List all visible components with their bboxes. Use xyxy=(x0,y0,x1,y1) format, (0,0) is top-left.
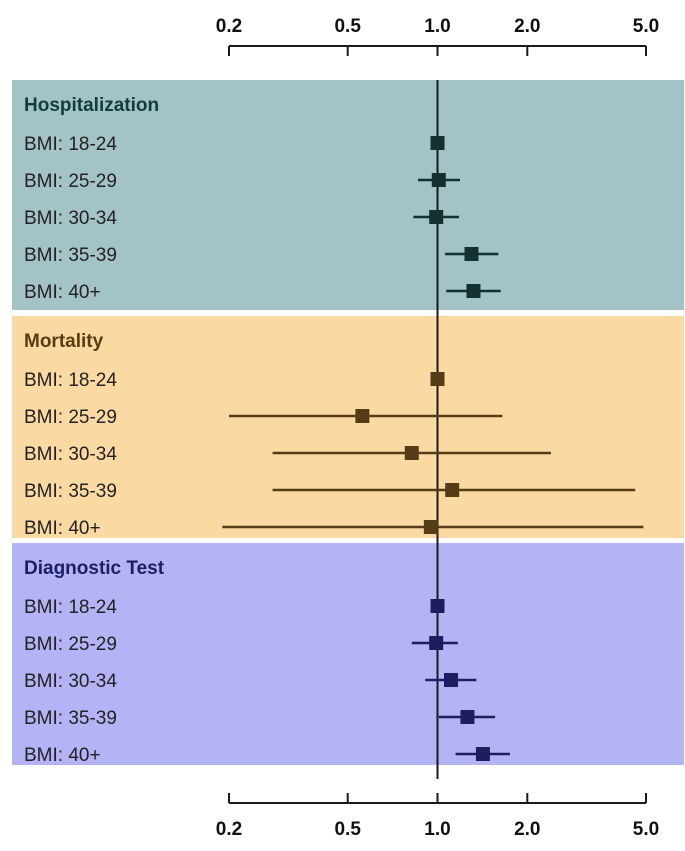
row-label-1-2: BMI: 30-34 xyxy=(24,444,117,465)
row-label-2-0: BMI: 18-24 xyxy=(24,597,117,618)
estimate-marker-1-3 xyxy=(445,483,460,497)
estimate-marker-0-2 xyxy=(429,210,444,224)
x-tick-label-bottom-2: 1.0 xyxy=(424,819,450,840)
group-title-0: Hospitalization xyxy=(24,95,159,116)
group-title-1: Mortality xyxy=(24,331,104,352)
group-title-2: Diagnostic Test xyxy=(24,558,165,579)
estimate-marker-1-2 xyxy=(404,446,419,460)
x-tick-label-top-3: 2.0 xyxy=(514,16,540,37)
estimate-marker-1-0 xyxy=(430,372,445,386)
estimate-marker-1-1 xyxy=(355,409,370,423)
estimate-marker-0-1 xyxy=(431,173,446,187)
row-label-1-1: BMI: 25-29 xyxy=(24,407,117,428)
group-panel-1 xyxy=(12,316,684,538)
x-tick-label-top-4: 5.0 xyxy=(633,16,659,37)
row-label-1-0: BMI: 18-24 xyxy=(24,370,117,391)
row-label-2-4: BMI: 40+ xyxy=(24,745,101,766)
x-tick-label-bottom-1: 0.5 xyxy=(334,819,361,840)
row-label-0-1: BMI: 25-29 xyxy=(24,171,117,192)
estimate-marker-2-3 xyxy=(460,710,475,724)
row-label-0-2: BMI: 30-34 xyxy=(24,208,117,229)
x-tick-label-top-2: 1.0 xyxy=(424,16,450,37)
row-label-1-4: BMI: 40+ xyxy=(24,518,101,539)
estimate-marker-0-3 xyxy=(464,247,479,261)
x-tick-label-bottom-0: 0.2 xyxy=(216,819,242,840)
estimate-marker-0-4 xyxy=(466,284,481,298)
x-tick-label-top-1: 0.5 xyxy=(334,16,361,37)
row-label-0-0: BMI: 18-24 xyxy=(24,134,117,155)
row-label-2-2: BMI: 30-34 xyxy=(24,671,117,692)
estimate-marker-2-2 xyxy=(444,673,459,687)
estimate-marker-2-1 xyxy=(429,636,444,650)
estimate-marker-2-4 xyxy=(475,747,490,761)
estimate-marker-2-0 xyxy=(430,599,445,613)
row-label-1-3: BMI: 35-39 xyxy=(24,481,117,502)
x-tick-label-bottom-4: 5.0 xyxy=(633,819,659,840)
group-panel-0 xyxy=(12,80,684,310)
estimate-marker-0-0 xyxy=(430,136,445,150)
row-label-0-4: BMI: 40+ xyxy=(24,282,101,303)
x-tick-label-top-0: 0.2 xyxy=(216,16,242,37)
row-label-0-3: BMI: 35-39 xyxy=(24,245,117,266)
estimate-marker-1-4 xyxy=(423,520,438,534)
x-tick-label-bottom-3: 2.0 xyxy=(514,819,540,840)
row-label-2-1: BMI: 25-29 xyxy=(24,634,117,655)
group-panel-2 xyxy=(12,543,684,765)
row-label-2-3: BMI: 35-39 xyxy=(24,708,117,729)
